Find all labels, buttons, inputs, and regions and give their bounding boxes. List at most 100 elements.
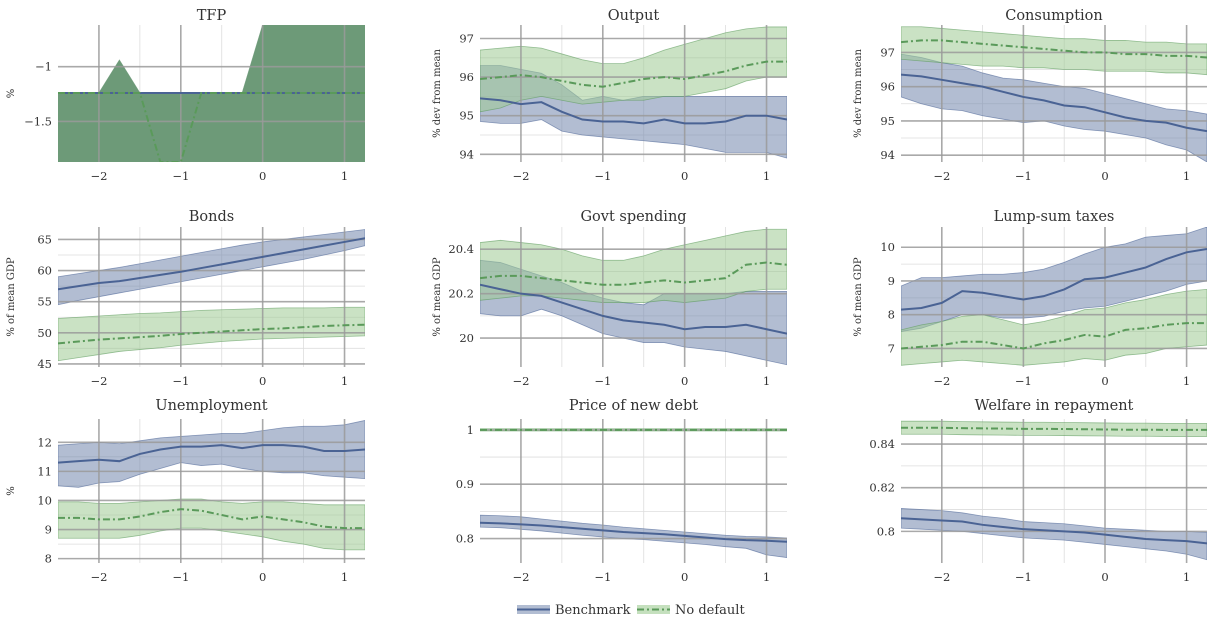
x-tick-label: 0 bbox=[681, 570, 688, 584]
y-tick-label: 94 bbox=[880, 148, 895, 162]
panel-title: Price of new debt bbox=[569, 398, 698, 414]
x-tick-label: 1 bbox=[1183, 374, 1190, 388]
line-no-default bbox=[58, 508, 365, 530]
line-benchmark bbox=[901, 517, 1207, 545]
panel-5: Lump-sum taxes 7 8 9 10 −2 −1 0 1 % of mean GDP bbox=[853, 209, 1207, 388]
panel-title: Consumption bbox=[1005, 8, 1103, 24]
x-tick-label: 0 bbox=[681, 169, 688, 183]
band-no-default bbox=[480, 228, 787, 303]
panel-title: Welfare in repayment bbox=[975, 398, 1134, 414]
line-no-default bbox=[901, 426, 1207, 431]
line-layer bbox=[480, 60, 787, 125]
panel-3: Bonds 45 50 55 60 65 −2 −1 0 1 % of mean GDP bbox=[6, 209, 365, 388]
y-tick-label: 10 bbox=[37, 493, 52, 507]
y-tick-label: 65 bbox=[37, 232, 52, 246]
line-layer bbox=[901, 39, 1207, 133]
y-tick-label: −1 bbox=[35, 60, 52, 74]
y-tick-label: 1 bbox=[467, 423, 474, 437]
x-tick-label: −1 bbox=[172, 570, 189, 584]
y-axis-label: % bbox=[6, 89, 17, 99]
x-tick-label: 1 bbox=[763, 570, 770, 584]
y-axis-label: % of mean GDP bbox=[853, 257, 864, 337]
line-no-default bbox=[480, 60, 787, 88]
legend: Benchmark No default bbox=[517, 603, 745, 618]
y-tick-label: 0.9 bbox=[456, 477, 474, 491]
line-layer bbox=[901, 247, 1207, 350]
line-no-default bbox=[901, 322, 1207, 350]
x-tick-label: −1 bbox=[1015, 169, 1032, 183]
panel-title: Output bbox=[608, 8, 660, 24]
y-tick-label: 11 bbox=[37, 464, 52, 478]
legend-label-no-default: No default bbox=[675, 603, 745, 618]
line-benchmark bbox=[58, 237, 365, 291]
panel-1: Output 94 95 96 97 −2 −1 0 1 % dev from mean bbox=[432, 8, 787, 183]
data-layer bbox=[901, 227, 1207, 366]
data-layer bbox=[901, 26, 1207, 162]
y-tick-label: 9 bbox=[888, 274, 895, 288]
x-tick-label: 1 bbox=[763, 169, 770, 183]
y-tick-label: −1.5 bbox=[24, 114, 52, 128]
panel-title: Govt spending bbox=[580, 209, 686, 225]
y-tick-label: 0.82 bbox=[869, 481, 895, 495]
line-layer bbox=[901, 426, 1207, 545]
x-tick-label: −2 bbox=[512, 374, 529, 388]
panel-7: Price of new debt 0.8 0.9 1 −2 −1 0 1 bbox=[456, 398, 787, 584]
x-tick-label: −1 bbox=[172, 169, 189, 183]
y-tick-label: 55 bbox=[37, 295, 52, 309]
x-tick-label: 1 bbox=[1183, 169, 1190, 183]
band-no-default bbox=[58, 498, 365, 551]
y-tick-label: 8 bbox=[45, 552, 52, 566]
line-benchmark bbox=[480, 283, 787, 335]
panel-4: Govt spending 20 20.2 20.4 −2 −1 0 1 % of mean G… bbox=[432, 209, 787, 388]
x-tick-label: 0 bbox=[1101, 169, 1108, 183]
x-tick-label: −2 bbox=[512, 169, 529, 183]
x-tick-label: −1 bbox=[1015, 374, 1032, 388]
y-tick-label: 20 bbox=[459, 331, 474, 345]
line-benchmark bbox=[901, 247, 1207, 311]
x-tick-label: 0 bbox=[1101, 374, 1108, 388]
y-tick-label: 0.8 bbox=[877, 524, 895, 538]
x-tick-label: −1 bbox=[172, 374, 189, 388]
y-tick-label: 97 bbox=[880, 45, 895, 59]
line-benchmark bbox=[480, 521, 787, 543]
x-tick-label: −2 bbox=[933, 169, 950, 183]
band-no-default bbox=[901, 289, 1207, 366]
y-axis-label: % bbox=[6, 486, 17, 496]
y-tick-label: 96 bbox=[459, 70, 474, 84]
panel-6: Unemployment 8 9 10 11 12 −2 −1 0 1% bbox=[6, 398, 365, 584]
x-tick-label: 1 bbox=[341, 169, 348, 183]
y-tick-label: 45 bbox=[37, 357, 52, 371]
band-benchmark bbox=[901, 227, 1207, 332]
y-tick-label: 10 bbox=[880, 240, 895, 254]
x-tick-label: 1 bbox=[1183, 570, 1190, 584]
y-tick-label: 7 bbox=[888, 341, 895, 355]
x-tick-label: −2 bbox=[933, 570, 950, 584]
x-tick-label: −1 bbox=[594, 374, 611, 388]
x-tick-label: −1 bbox=[594, 570, 611, 584]
legend-label-benchmark: Benchmark bbox=[555, 603, 631, 618]
data-layer bbox=[58, 420, 365, 551]
y-tick-label: 0.8 bbox=[456, 532, 474, 546]
data-layer bbox=[58, 229, 365, 362]
y-tick-label: 8 bbox=[888, 308, 895, 322]
line-no-default bbox=[901, 39, 1207, 59]
line-layer bbox=[58, 91, 365, 162]
x-tick-label: −1 bbox=[1015, 570, 1032, 584]
y-axis-label: % of mean GDP bbox=[432, 257, 443, 337]
line-layer bbox=[480, 261, 787, 335]
x-tick-label: −1 bbox=[594, 169, 611, 183]
y-tick-label: 95 bbox=[880, 114, 895, 128]
y-tick-label: 0.84 bbox=[869, 437, 895, 451]
y-tick-label: 9 bbox=[45, 523, 52, 537]
x-tick-label: 1 bbox=[763, 374, 770, 388]
y-tick-label: 20.4 bbox=[448, 242, 474, 256]
panel-8: Welfare in repayment 0.8 0.82 0.84 −2 −1 0 1 bbox=[869, 398, 1207, 584]
band-no-default bbox=[58, 306, 365, 362]
y-tick-label: 96 bbox=[880, 80, 895, 94]
y-tick-label: 94 bbox=[459, 147, 474, 161]
x-tick-label: 0 bbox=[681, 374, 688, 388]
x-tick-label: 0 bbox=[259, 374, 266, 388]
band-benchmark bbox=[58, 420, 365, 488]
x-tick-label: −2 bbox=[90, 570, 107, 584]
